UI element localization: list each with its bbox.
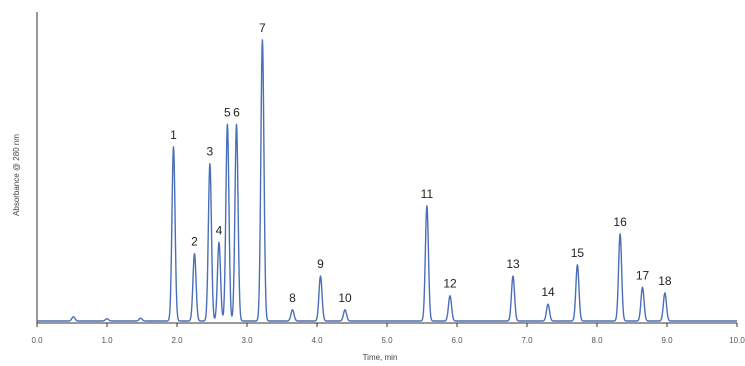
x-tick-label: 10.0: [729, 336, 745, 345]
x-tick-label: 7.0: [521, 336, 533, 345]
peak-label-15: 15: [571, 246, 585, 260]
peak-label-14: 14: [541, 285, 555, 299]
peak-label-16: 16: [613, 215, 627, 229]
x-tick-label: 2.0: [171, 336, 183, 345]
peak-label-17: 17: [636, 268, 650, 282]
peak-label-5: 5: [224, 105, 231, 119]
y-axis-title: Absorbance @ 280 nm: [12, 134, 21, 216]
peak-label-18: 18: [658, 274, 672, 288]
peak-label-10: 10: [338, 291, 352, 305]
x-axis-title: Time, min: [363, 353, 398, 362]
peak-label-3: 3: [207, 145, 214, 159]
x-tick-label: 0.0: [31, 336, 43, 345]
peak-label-7: 7: [259, 21, 266, 35]
x-tick-label: 8.0: [591, 336, 603, 345]
x-tick-group: 0.0 1.0 2.0 3.0 4.0 5.0 6.0 7.0 8.0 9.0 10.0: [31, 323, 745, 345]
peak-label-11: 11: [421, 187, 434, 201]
chromatogram-trace: [36, 39, 738, 322]
x-tick-label: 1.0: [101, 336, 113, 345]
x-tick-label: 5.0: [381, 336, 393, 345]
peak-label-9: 9: [317, 257, 324, 271]
peak-label-8: 8: [289, 291, 296, 305]
x-tick-label: 4.0: [311, 336, 323, 345]
peak-label-12: 12: [443, 277, 457, 291]
x-tick-label: 3.0: [241, 336, 253, 345]
peak-label-13: 13: [506, 257, 520, 271]
peak-label-2: 2: [191, 235, 198, 249]
peak-label-4: 4: [216, 223, 223, 237]
peak-label-1: 1: [170, 128, 177, 142]
peak-label-6: 6: [233, 105, 240, 119]
x-tick-label: 9.0: [661, 336, 673, 345]
x-tick-label: 6.0: [451, 336, 463, 345]
